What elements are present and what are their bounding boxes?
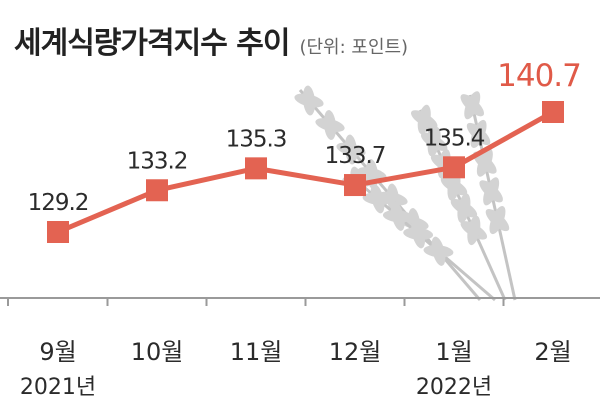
chart-title: 세계식량가격지수 추이: [14, 26, 290, 61]
x-tick-label: 1월: [435, 338, 472, 366]
data-label: 133.2: [127, 148, 188, 174]
year-label: 2021년: [20, 375, 96, 400]
unit-note: (단위: 포인트): [299, 37, 409, 58]
x-tick-label: 2월: [534, 338, 571, 366]
data-label: 140.7: [497, 58, 581, 94]
data-point: [344, 174, 366, 197]
data-point: [245, 157, 267, 180]
series-line: [57, 109, 555, 235]
x-tick-label: 12월: [329, 338, 382, 366]
x-tick-label: 9월: [39, 338, 76, 366]
data-label: 133.7: [325, 143, 386, 169]
title-row: 세계식량가격지수 추이 (단위: 포인트): [14, 18, 408, 62]
x-tick-label: 11월: [230, 338, 283, 366]
wheat-illustration: [294, 85, 517, 302]
data-point: [47, 221, 69, 243]
data-point: [542, 101, 564, 123]
x-tick-label: 10월: [131, 338, 184, 366]
year-label: 2022년: [416, 375, 492, 400]
data-label: 129.2: [28, 190, 89, 216]
data-point: [443, 156, 465, 179]
data-label: 135.3: [226, 126, 287, 152]
data-label: 135.4: [424, 125, 485, 151]
data-point: [146, 179, 168, 202]
